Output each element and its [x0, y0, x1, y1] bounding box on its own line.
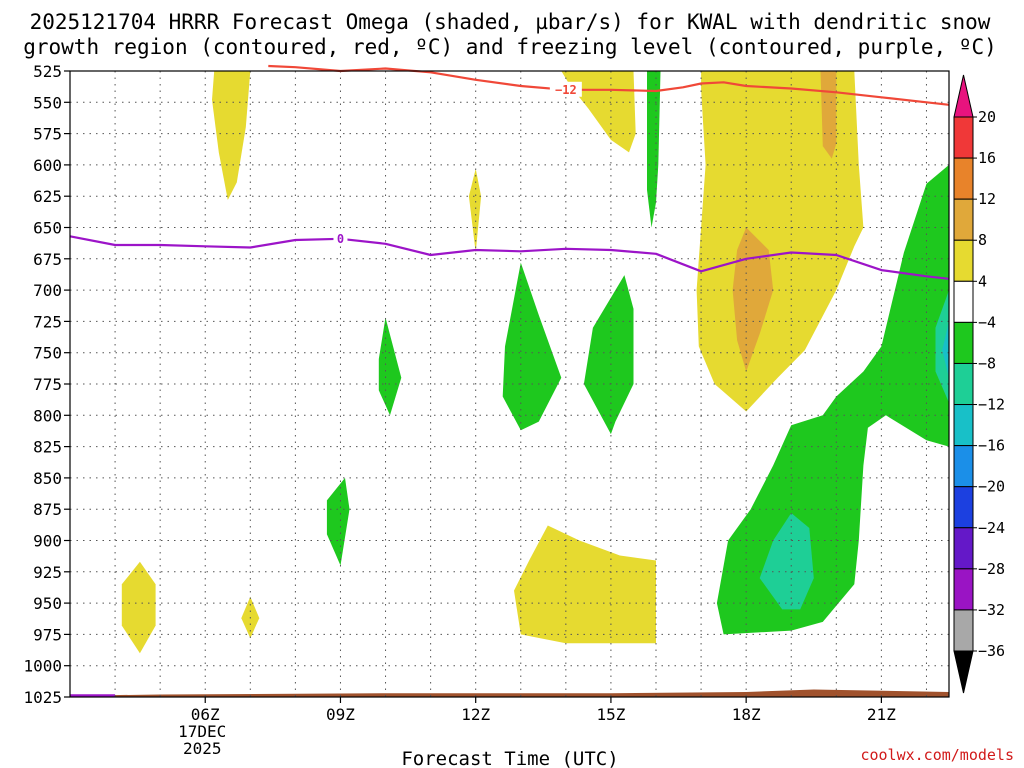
y-tick-label: 575 — [33, 125, 62, 144]
colorbar-label: −20 — [978, 478, 1005, 496]
y-tick-label: 925 — [33, 563, 62, 582]
x-axis-title: Forecast Time (UTC) — [401, 748, 618, 768]
chart-title-line2: growth region (contoured, red, ºC) and f… — [23, 35, 997, 59]
omega-region-1 — [468, 168, 482, 253]
y-tick-label: 950 — [33, 594, 62, 613]
y-tick-label: 825 — [33, 438, 62, 457]
terrain — [70, 689, 949, 698]
y-tick-label: 675 — [33, 250, 62, 269]
y-tick-label: 1000 — [23, 657, 62, 676]
omega-region-10 — [378, 317, 402, 416]
omega-region-12 — [583, 275, 634, 435]
colorbar-box — [953, 157, 974, 200]
grid-lines — [70, 71, 949, 697]
x-tick-year: 2025 — [183, 739, 222, 758]
y-tick-label: 725 — [33, 312, 62, 331]
omega-region-13 — [326, 477, 350, 566]
colorbar-box — [953, 239, 974, 282]
omega-region-14 — [716, 164, 949, 635]
contour-line-0 — [268, 64, 950, 106]
plot-area: −12 0 — [69, 64, 950, 698]
y-tick-label: 900 — [33, 532, 62, 551]
y-tick-label: 850 — [33, 469, 62, 488]
omega-region-9 — [647, 71, 661, 228]
contour-label-bg — [333, 230, 348, 246]
colorbar-label: 8 — [978, 231, 987, 249]
pressure-axis: 525 550 575 600 625 650 675 700 725 750 775 800 825 8… — [23, 62, 70, 707]
y-tick-label: 975 — [33, 625, 62, 644]
y-tick-label: 700 — [33, 281, 62, 300]
y-tick-label: 550 — [33, 93, 62, 112]
colorbar-label: −28 — [978, 560, 1005, 578]
colorbar-label: −4 — [978, 313, 996, 331]
colorbar: 20 16 12 8 4 −4 −8 −12 −16 −20 −24 −28 −32 −36 — [953, 74, 1005, 694]
colorbar-label: −36 — [978, 642, 1005, 660]
colorbar-label: −32 — [978, 601, 1005, 619]
colorbar-box — [953, 568, 974, 611]
x-tick-label: 15Z — [596, 705, 625, 724]
colorbar-bottom-arrow — [953, 650, 974, 694]
y-tick-label: 625 — [33, 187, 62, 206]
colorbar-box — [953, 527, 974, 570]
terrain-fill — [70, 689, 949, 697]
omega-region-0 — [212, 71, 251, 200]
x-tick-label: 18Z — [732, 705, 761, 724]
y-tick-label: 650 — [33, 219, 62, 238]
colorbar-label: 16 — [978, 149, 996, 167]
y-tick-label: 800 — [33, 406, 62, 425]
colorbar-label: 20 — [978, 108, 996, 126]
colorbar-label: −12 — [978, 396, 1005, 414]
colorbar-box — [953, 362, 974, 406]
colorbar-top-arrow — [953, 74, 974, 118]
omega-region-16 — [935, 290, 949, 403]
colorbar-box — [953, 198, 974, 241]
colorbar-label: 4 — [978, 272, 987, 290]
y-tick-label: 1025 — [23, 688, 62, 707]
colorbar-box — [953, 404, 974, 447]
y-tick-label: 525 — [33, 62, 62, 81]
contour-line-1 — [69, 235, 950, 280]
contour-label-dendritic: −12 — [555, 83, 577, 97]
contour-lines: −12 0 — [69, 64, 950, 280]
y-tick-label: 750 — [33, 344, 62, 363]
chart-title-line1: 2025121704 HRRR Forecast Omega (shaded, … — [30, 10, 991, 34]
omega-region-4 — [820, 71, 837, 159]
contour-label-freezing: 0 — [337, 232, 344, 246]
x-tick-label: 06Z — [191, 705, 220, 724]
omega-region-5 — [732, 227, 774, 372]
omega-region-11 — [502, 262, 562, 431]
colorbar-label: −24 — [978, 519, 1005, 537]
y-tick-label: 875 — [33, 500, 62, 519]
colorbar-box — [953, 116, 974, 159]
y-tick-label: 775 — [33, 375, 62, 394]
x-tick-label: 09Z — [326, 705, 355, 724]
site-credit: coolwx.com/models — [860, 746, 1014, 764]
colorbar-box — [953, 445, 974, 488]
colorbar-box — [953, 609, 974, 652]
omega-region-17 — [942, 321, 949, 378]
colorbar-box — [953, 280, 974, 323]
colorbar-label: −8 — [978, 354, 996, 372]
x-tick-label: 12Z — [461, 705, 490, 724]
contour-label-bg — [549, 81, 582, 97]
colorbar-label: 12 — [978, 190, 996, 208]
colorbar-box — [953, 486, 974, 529]
y-tick-label: 600 — [33, 156, 62, 175]
x-tick-date: 17DEC — [178, 722, 226, 741]
colorbar-box — [953, 321, 974, 364]
omega-region-6 — [121, 561, 156, 654]
omega-region-8 — [514, 525, 656, 644]
omega-region-15 — [759, 513, 814, 610]
x-tick-label: 21Z — [867, 705, 896, 724]
colorbar-label: −16 — [978, 437, 1005, 455]
